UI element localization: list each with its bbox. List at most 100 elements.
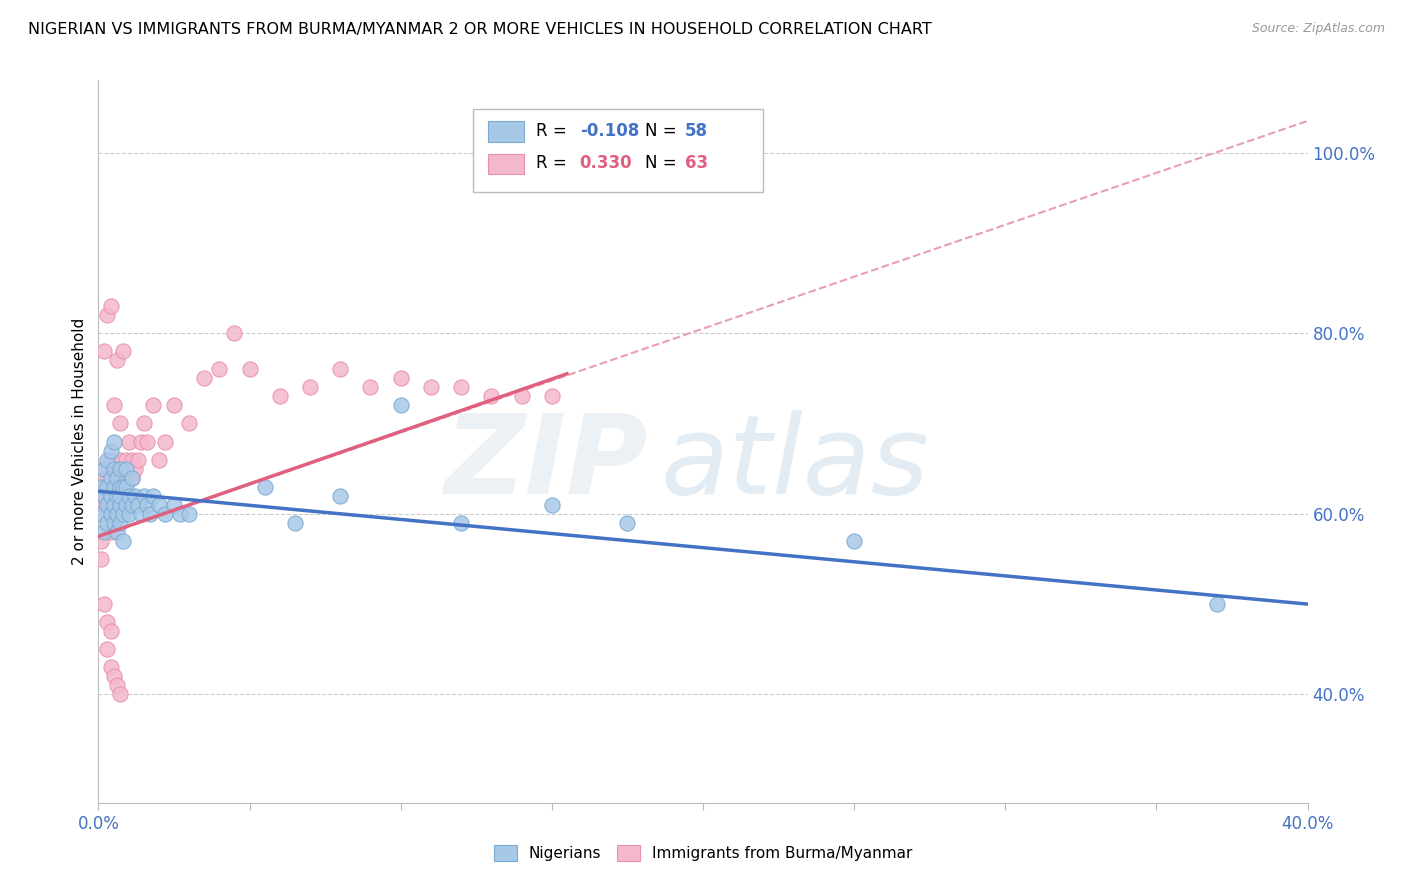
Point bbox=[121, 471, 143, 485]
Point bbox=[118, 489, 141, 503]
Point bbox=[118, 434, 141, 449]
Point bbox=[329, 489, 352, 503]
Y-axis label: 2 or more Vehicles in Household: 2 or more Vehicles in Household bbox=[72, 318, 87, 566]
Point bbox=[103, 480, 125, 494]
Point bbox=[114, 498, 136, 512]
Point bbox=[96, 308, 118, 322]
Point bbox=[139, 507, 162, 521]
Point bbox=[108, 489, 131, 503]
Point bbox=[111, 480, 134, 494]
Point bbox=[105, 471, 128, 485]
Point bbox=[108, 516, 131, 530]
Point bbox=[96, 480, 118, 494]
Point bbox=[108, 480, 131, 494]
Point bbox=[114, 498, 136, 512]
Point bbox=[103, 669, 125, 683]
Text: -0.108: -0.108 bbox=[579, 122, 638, 140]
Point bbox=[93, 597, 115, 611]
Point bbox=[329, 362, 352, 376]
Point bbox=[510, 389, 533, 403]
Point bbox=[105, 507, 128, 521]
Point bbox=[1206, 597, 1229, 611]
Point bbox=[142, 489, 165, 503]
Point bbox=[148, 498, 170, 512]
Point bbox=[129, 434, 152, 449]
Text: ZIP: ZIP bbox=[446, 409, 648, 516]
Point bbox=[96, 642, 118, 657]
Point bbox=[105, 524, 128, 539]
Point bbox=[179, 417, 201, 431]
Point bbox=[100, 524, 122, 539]
Point bbox=[360, 380, 382, 394]
Point bbox=[153, 507, 176, 521]
Point bbox=[118, 507, 141, 521]
Text: N =: N = bbox=[645, 154, 682, 172]
Point bbox=[389, 371, 412, 385]
Point bbox=[108, 452, 131, 467]
Point bbox=[93, 344, 115, 359]
Point bbox=[208, 362, 231, 376]
Point bbox=[193, 371, 215, 385]
Point bbox=[124, 461, 146, 475]
Point bbox=[100, 498, 122, 512]
Point bbox=[169, 507, 191, 521]
Point bbox=[135, 498, 157, 512]
Point bbox=[105, 507, 128, 521]
Point bbox=[299, 380, 322, 394]
Point bbox=[844, 533, 866, 548]
Point bbox=[114, 480, 136, 494]
Point bbox=[103, 498, 125, 512]
Point bbox=[420, 380, 443, 394]
Point bbox=[96, 615, 118, 630]
Point bbox=[103, 434, 125, 449]
Legend: Nigerians, Immigrants from Burma/Myanmar: Nigerians, Immigrants from Burma/Myanmar bbox=[488, 839, 918, 867]
Point bbox=[129, 507, 152, 521]
Point bbox=[108, 498, 131, 512]
Point bbox=[100, 660, 122, 674]
Point bbox=[127, 452, 149, 467]
Point bbox=[103, 398, 125, 412]
Point bbox=[269, 389, 291, 403]
Text: N =: N = bbox=[645, 122, 682, 140]
Point bbox=[93, 498, 115, 512]
Point bbox=[121, 452, 143, 467]
Point bbox=[239, 362, 262, 376]
Point bbox=[93, 489, 115, 503]
Point bbox=[114, 461, 136, 475]
Text: atlas: atlas bbox=[661, 409, 929, 516]
Point bbox=[108, 489, 131, 503]
Point bbox=[108, 687, 131, 701]
Text: Source: ZipAtlas.com: Source: ZipAtlas.com bbox=[1251, 22, 1385, 36]
Point bbox=[93, 461, 115, 475]
Point bbox=[103, 516, 125, 530]
Point bbox=[100, 299, 122, 313]
Point bbox=[90, 533, 112, 548]
Point bbox=[481, 389, 503, 403]
Point bbox=[121, 471, 143, 485]
Point bbox=[111, 344, 134, 359]
Point bbox=[179, 507, 201, 521]
Point bbox=[90, 489, 112, 503]
Point bbox=[163, 398, 186, 412]
Point bbox=[103, 461, 125, 475]
Point bbox=[111, 533, 134, 548]
Point bbox=[103, 461, 125, 475]
FancyBboxPatch shape bbox=[474, 109, 763, 193]
Point bbox=[121, 498, 143, 512]
Point bbox=[100, 507, 122, 521]
Point bbox=[153, 434, 176, 449]
Point bbox=[103, 516, 125, 530]
Point bbox=[111, 480, 134, 494]
Point bbox=[100, 624, 122, 639]
Point bbox=[93, 524, 115, 539]
Text: 0.330: 0.330 bbox=[579, 154, 633, 172]
Point bbox=[284, 516, 307, 530]
Text: 58: 58 bbox=[685, 122, 707, 140]
Point bbox=[103, 480, 125, 494]
Point bbox=[224, 326, 246, 341]
Point bbox=[96, 452, 118, 467]
Point bbox=[132, 417, 155, 431]
Point bbox=[108, 417, 131, 431]
Point bbox=[100, 471, 122, 485]
Point bbox=[105, 353, 128, 368]
